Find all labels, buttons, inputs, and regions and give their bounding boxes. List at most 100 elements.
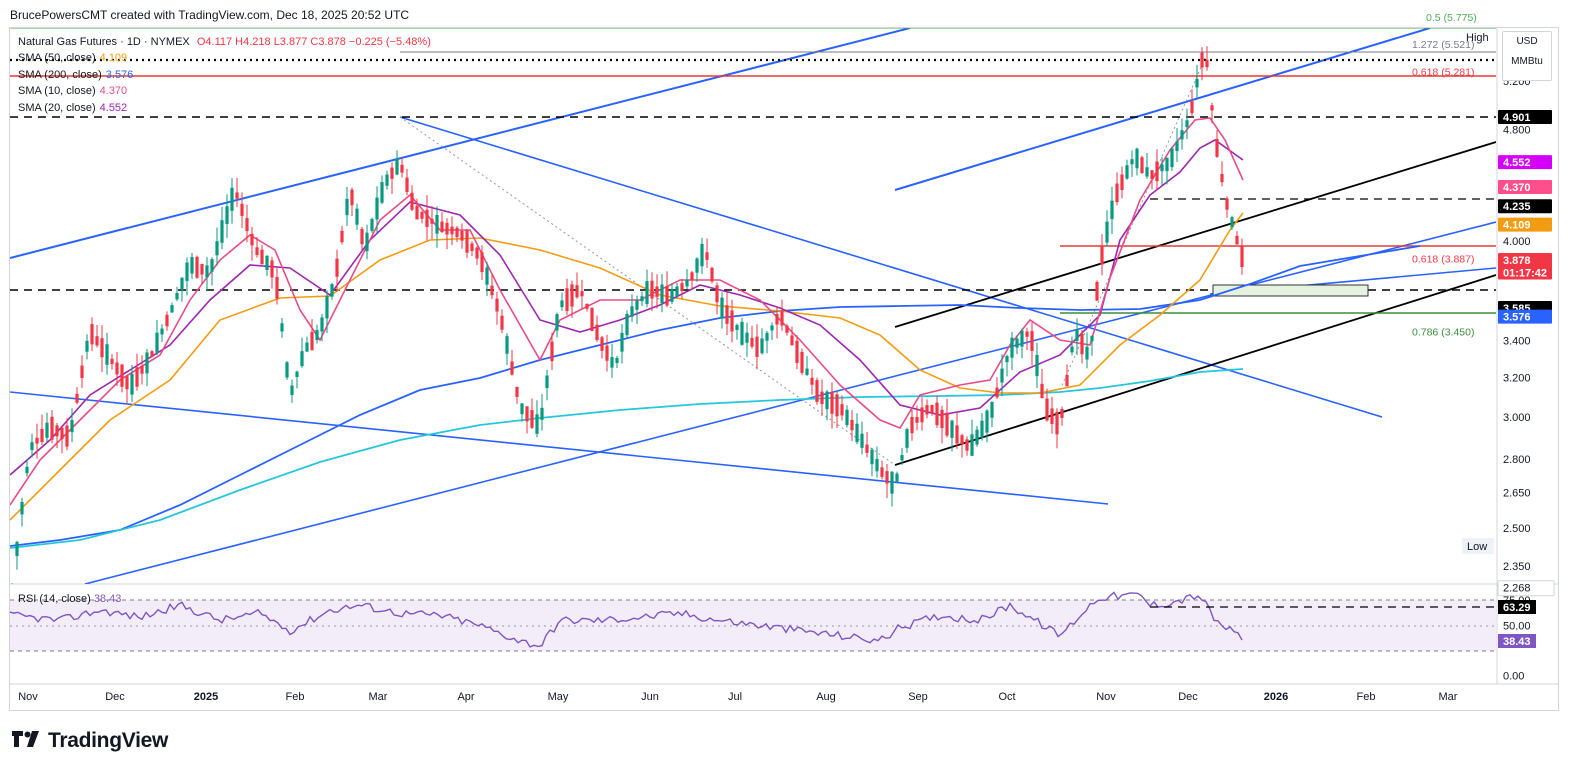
candle-body [295,371,299,377]
rsi-level-tag-label: 63.29 [1503,602,1531,614]
candle-body [195,256,199,278]
candle-body [750,337,754,347]
candle-body [985,410,989,433]
candle-body [425,209,429,227]
price-tag-label: 4.370 [1503,182,1531,194]
candle-body [90,324,94,345]
candle-body [820,391,824,405]
candle-body [240,203,244,216]
candle-body [45,422,49,438]
candle-body [210,259,214,272]
candle-body [230,187,234,211]
candle-body [1140,157,1144,174]
legend-sma-50[interactable]: SMA (50, close) 4.109 [18,50,431,66]
plot-area [10,28,1496,600]
legend-label: SMA (200, close) [18,68,102,81]
candle-body [710,267,714,282]
candle-body [1075,329,1079,341]
price-tick-label: 4.800 [1503,125,1531,137]
candle-body [445,222,449,235]
candle-body [1065,375,1069,387]
rsi-line [10,591,1243,648]
legend-value: 3.576 [105,68,134,81]
candle-body [705,252,709,260]
candle-body [10,585,13,600]
candle-body [830,391,834,414]
candle-body [1240,246,1244,268]
candle-body [905,429,909,448]
candle-body [275,276,279,299]
candle-body [550,341,554,362]
candle-body [260,249,264,265]
legend-label: SMA (10, close) [18,85,96,98]
legend-sma-200[interactable]: SMA (200, close) 3.576 [18,67,431,83]
candle-body [825,391,829,410]
time-tick-label: Dec [105,691,125,703]
candle-body [590,307,594,331]
support-zone-box [1212,284,1369,297]
candle-body [695,258,699,273]
price-tick-label: 4.000 [1503,236,1531,248]
sma-200-line [10,245,1421,547]
fib-label: 0.786 (3.450) [1412,326,1474,338]
candle-body [460,231,464,241]
candle-body [120,364,124,387]
chart-legend: Natural Gas Futures · 1D · NYMEX O4.117 … [18,34,431,116]
candle-body [775,313,779,325]
sma-10-line [10,117,1244,506]
legend-sma-20[interactable]: SMA (20, close) 4.552 [18,100,431,116]
legend-sma-10[interactable]: SMA (10, close) 4.370 [18,83,431,99]
candle-body [440,221,444,233]
currency-unit-selector[interactable]: USD MMBtu [1502,31,1552,81]
candle-body [1210,105,1214,111]
unit-label: MMBtu [1511,56,1543,67]
candle-body [1010,337,1014,358]
price-tick-label: 2.500 [1503,523,1531,535]
price-tag: 4.235 [1498,199,1552,214]
candle-body [535,414,539,434]
candle-body [925,405,929,415]
candle-body [75,393,79,403]
candle-body [730,310,734,332]
candle-body [990,401,994,418]
price-tick-label: 3.000 [1503,412,1531,424]
rsi-legend[interactable]: RSI (14, close) 38.43 [18,593,121,605]
candle-body [370,218,374,231]
candle-body [845,409,849,426]
candle-body [500,315,504,330]
candle-body [220,220,224,243]
candle-body [800,351,804,373]
candle-body [780,311,784,326]
candle-body [345,198,349,216]
candle-body [1045,398,1049,421]
candle-body [795,340,799,363]
candle-body [690,272,694,281]
candle-body [390,167,394,179]
candle-body [950,420,954,438]
candle-body [455,227,459,238]
ohlc-readout: O4.117 H4.218 L3.877 C3.878 −0.225 (−5.4… [196,36,431,48]
candle-body [1080,333,1084,355]
candle-body [30,442,34,450]
candle-body [1035,354,1039,377]
candle-body [995,387,999,398]
price-tag-bg [1497,580,1555,597]
candle-body [565,288,569,312]
candle-body [595,324,599,341]
price-tag-label: 01:17:42 [1503,267,1547,279]
candle-body [140,365,144,374]
candle-body [450,226,454,235]
candle-body [1175,141,1179,152]
candle-body [340,230,344,243]
candle-body [875,458,879,472]
candle-body [420,212,424,219]
time-tick-label: Mar [369,691,388,703]
candle-body [1120,174,1124,191]
candle-body [1185,120,1189,128]
chart-credit: BrucePowersCMT created with TradingView.… [10,8,410,22]
tradingview-logo[interactable]: TradingView [12,729,168,753]
rsi-value-tag: 38.43 [1498,634,1536,648]
trendline-lower-channel [84,221,1496,584]
candle-body [180,277,184,291]
